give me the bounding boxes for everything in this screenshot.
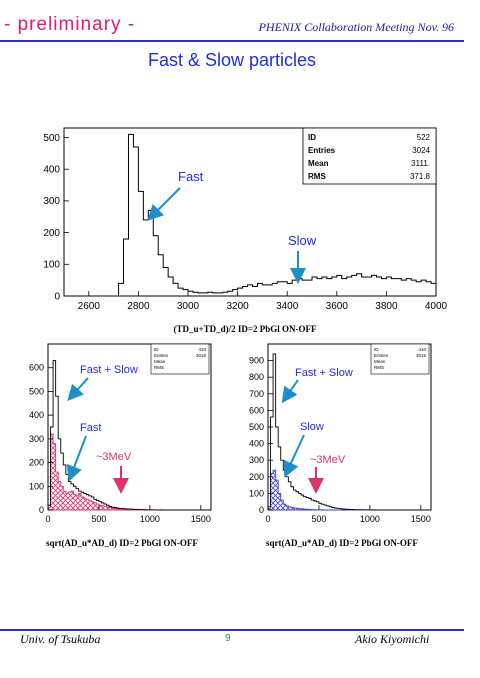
stats-value-id: 522 [417, 133, 431, 142]
y-tick-label: 0 [259, 505, 264, 515]
y-tick-label: 800 [249, 372, 264, 382]
y-tick-label: 0 [39, 505, 44, 515]
annotation-fast: Fast [178, 169, 204, 184]
histogram-outline [47, 360, 211, 511]
x-axis-label: sqrt(AD_u*AD_d) ID=2 PbGl ON-OFF [46, 538, 198, 548]
y-tick-label: 400 [29, 410, 44, 420]
x-tick-label: 1500 [411, 514, 431, 524]
y-tick-label: 300 [43, 196, 60, 207]
stats-label-entries: Entries [154, 353, 169, 358]
x-tick-label: 3400 [276, 301, 299, 312]
annotation-mev: ~3MeV [310, 454, 346, 466]
y-tick-label: 100 [43, 260, 60, 271]
stats-value-mean: 3111. [411, 159, 430, 168]
arrow-fast [147, 187, 181, 221]
y-tick-label: 400 [249, 439, 264, 449]
arrow-fast [66, 435, 87, 482]
stats-value-rms: 371.8 [410, 172, 431, 181]
preliminary-label: - preliminary - [4, 14, 136, 35]
x-axis-label: sqrt(AD_u*AD_d) ID=2 PbGl ON-OFF [266, 538, 418, 548]
stats-label-mean: Mean [374, 359, 386, 364]
x-tick-label: 3800 [375, 301, 398, 312]
annotation-mev: ~3MeV [96, 451, 132, 463]
annotation-fast-slow: Fast + Slow [295, 367, 353, 379]
y-tick-label: 300 [29, 434, 44, 444]
histogram-outline [267, 353, 431, 511]
x-tick-label: 3200 [226, 301, 249, 312]
y-tick-label: 200 [29, 458, 44, 468]
stats-label-rms: RMS [308, 172, 326, 181]
x-tick-label: 0 [265, 514, 270, 524]
y-tick-label: 200 [249, 472, 264, 482]
x-tick-label: 0 [45, 514, 50, 524]
histogram-hatched-slow [267, 469, 431, 511]
stats-box: ID Entries Mean RMS 410 3015 [370, 343, 430, 375]
stats-value-id: 410 [418, 347, 426, 352]
x-tick-label: 1000 [360, 514, 380, 524]
x-tick-label: 1500 [191, 514, 211, 524]
y-tick-label: 100 [249, 488, 264, 498]
x-tick-label: 500 [311, 514, 326, 524]
x-tick-label: 1000 [140, 514, 160, 524]
x-tick-label: 3000 [177, 301, 200, 312]
x-axis-label: (TD_u+TD_d)/2 ID=2 PbGl ON-OFF [173, 324, 317, 334]
y-tick-label: 400 [43, 165, 60, 176]
stats-box: ID Entries Mean RMS 522 3024 3111. 371.8 [302, 127, 437, 185]
annotation-slow: Slow [300, 421, 324, 433]
arrow-fast-slow [67, 377, 89, 401]
stats-label-id: ID [374, 347, 379, 352]
arrow-fast-slow [281, 379, 299, 404]
stats-box: ID Entries Mean RMS 410 3015 [150, 343, 210, 375]
header-rule [0, 40, 464, 42]
footer-rule [0, 629, 464, 631]
x-tick-label: 2800 [127, 301, 150, 312]
annotation-fast: Fast [80, 422, 101, 434]
x-tick-label: 4000 [425, 301, 448, 312]
y-tick-label: 500 [29, 386, 44, 396]
y-tick-label: 900 [249, 356, 264, 366]
stats-value-id: 410 [198, 347, 206, 352]
y-tick-label: 0 [54, 291, 60, 302]
footer-author: Akio Kiyomichi [355, 632, 430, 646]
y-tick-label: 600 [249, 405, 264, 415]
y-tick-label: 100 [29, 481, 44, 491]
stats-label-mean: Mean [308, 159, 329, 168]
x-tick-label: 3600 [326, 301, 349, 312]
top-histogram: 2600 2800 3000 3200 3400 3600 3800 4000 0 100 200 3… [43, 127, 448, 334]
stats-value-entries: 3015 [416, 353, 427, 358]
x-tick-label: 2600 [78, 301, 101, 312]
histogram-outline [118, 133, 437, 296]
y-tick-label: 500 [43, 133, 60, 144]
page-number: 9 [225, 633, 231, 644]
stats-label-id: ID [308, 133, 316, 142]
arrow-slow [283, 434, 305, 478]
y-tick-label: 300 [249, 455, 264, 465]
plot-frame [63, 127, 437, 297]
y-tick-label: 600 [29, 363, 44, 373]
meeting-header: PHENIX Collaboration Meeting Nov. 96 [258, 20, 454, 34]
stats-label-id: ID [154, 347, 159, 352]
stats-value-entries: 3024 [412, 146, 430, 155]
stats-label-rms: RMS [154, 365, 164, 370]
annotation-fast-slow: Fast + Slow [80, 364, 138, 376]
bottom-right-histogram: 0 500 1000 1500 0 100 200 300 400 500 600 700 800 900… [249, 343, 432, 548]
stats-label-rms: RMS [374, 365, 384, 370]
y-tick-label: 200 [43, 228, 60, 239]
y-tick-label: 500 [249, 422, 264, 432]
stats-label-entries: Entries [374, 353, 389, 358]
annotation-slow: Slow [288, 233, 317, 248]
x-tick-label: 500 [91, 514, 106, 524]
stats-label-entries: Entries [308, 146, 336, 155]
stats-value-entries: 3015 [196, 353, 207, 358]
stats-label-mean: Mean [154, 359, 166, 364]
bottom-left-histogram: 0 500 1000 1500 0 100 200 300 400 500 600 ID Entri… [29, 343, 212, 548]
footer-affiliation: Univ. of Tsukuba [20, 632, 101, 646]
y-tick-label: 700 [249, 389, 264, 399]
page-title: Fast & Slow particles [147, 50, 317, 70]
